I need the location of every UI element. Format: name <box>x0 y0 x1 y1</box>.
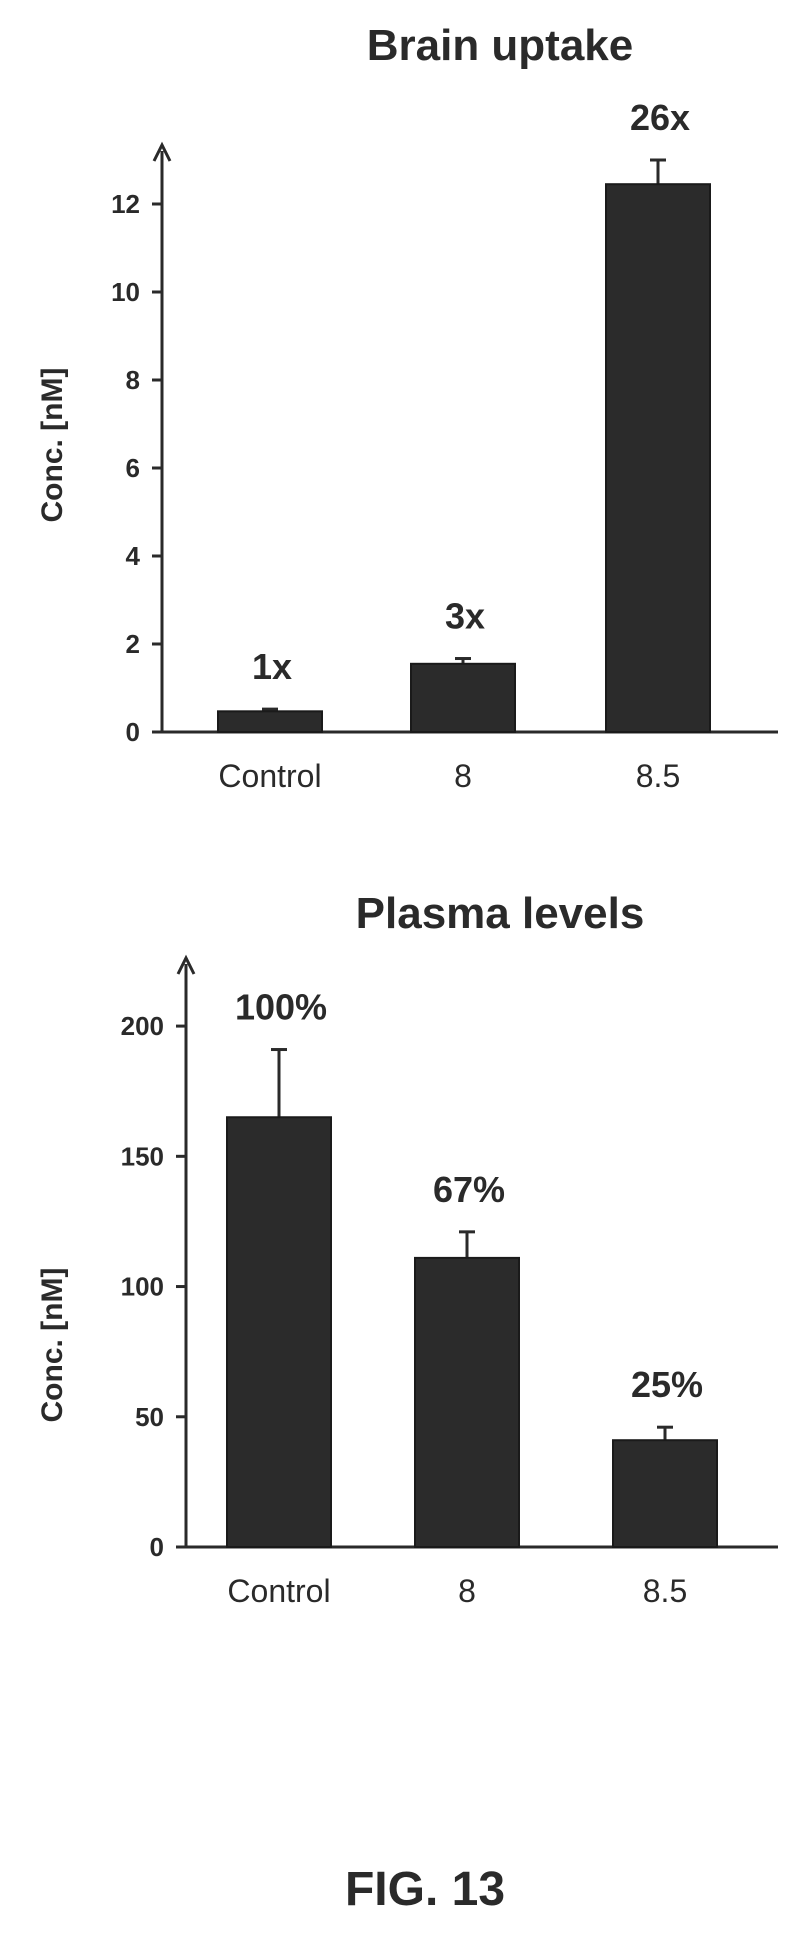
data-label: 26x <box>630 97 690 138</box>
y-tick-label: 2 <box>126 629 140 659</box>
bar <box>217 710 323 734</box>
bar <box>410 662 516 733</box>
y-tick-label: 0 <box>126 717 140 747</box>
bar <box>605 183 711 733</box>
x-tick-label: 8.5 <box>636 758 680 794</box>
figure-caption: FIG. 13 <box>345 1863 505 1916</box>
plasma-levels-chart: Plasma levels Conc. [nM] 0 50 100 150 200 Con… <box>36 889 778 1609</box>
y-tick-label: 0 <box>150 1532 164 1562</box>
y-tick-label: 8 <box>126 365 140 395</box>
x-tick-label: 8 <box>458 1573 476 1609</box>
chart-title: Plasma levels <box>356 889 645 938</box>
x-tick-label: Control <box>218 758 321 794</box>
bar <box>226 1116 332 1548</box>
y-axis-arrow <box>152 141 172 162</box>
x-tick-label: Control <box>227 1573 330 1609</box>
bar <box>612 1439 718 1548</box>
y-axis-label: Conc. [nM] <box>36 1268 69 1423</box>
data-label: 1x <box>252 646 292 687</box>
x-tick-label: 8.5 <box>643 1573 687 1609</box>
y-tick-label: 200 <box>121 1011 164 1041</box>
y-tick-label: 50 <box>135 1402 164 1432</box>
y-tick-label: 10 <box>111 277 140 307</box>
data-label: 67% <box>433 1169 505 1210</box>
x-tick-label: 8 <box>454 758 472 794</box>
y-tick-label: 4 <box>126 541 141 571</box>
chart-title: Brain uptake <box>367 21 634 70</box>
y-axis-arrow <box>176 954 196 975</box>
bar <box>414 1256 520 1549</box>
y-tick-label: 150 <box>121 1141 164 1171</box>
brain-uptake-chart: Brain uptake Conc. [nM] 0 2 4 6 8 10 12 Control… <box>36 21 778 794</box>
y-axis-label: Conc. [nM] <box>36 368 69 523</box>
data-label: 3x <box>445 596 485 637</box>
y-tick-label: 12 <box>111 189 140 219</box>
data-label: 100% <box>235 987 327 1028</box>
y-tick-label: 100 <box>121 1272 164 1302</box>
data-label: 25% <box>631 1364 703 1405</box>
y-tick-label: 6 <box>126 453 140 483</box>
